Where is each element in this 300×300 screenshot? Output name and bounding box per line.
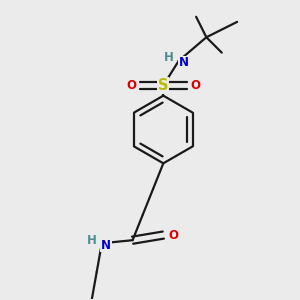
Text: S: S bbox=[158, 78, 169, 93]
Text: O: O bbox=[190, 79, 200, 92]
Text: N: N bbox=[101, 239, 111, 252]
Text: O: O bbox=[169, 229, 178, 242]
Text: H: H bbox=[87, 234, 97, 247]
Text: H: H bbox=[164, 51, 173, 64]
Text: O: O bbox=[127, 79, 136, 92]
Text: N: N bbox=[179, 56, 189, 69]
